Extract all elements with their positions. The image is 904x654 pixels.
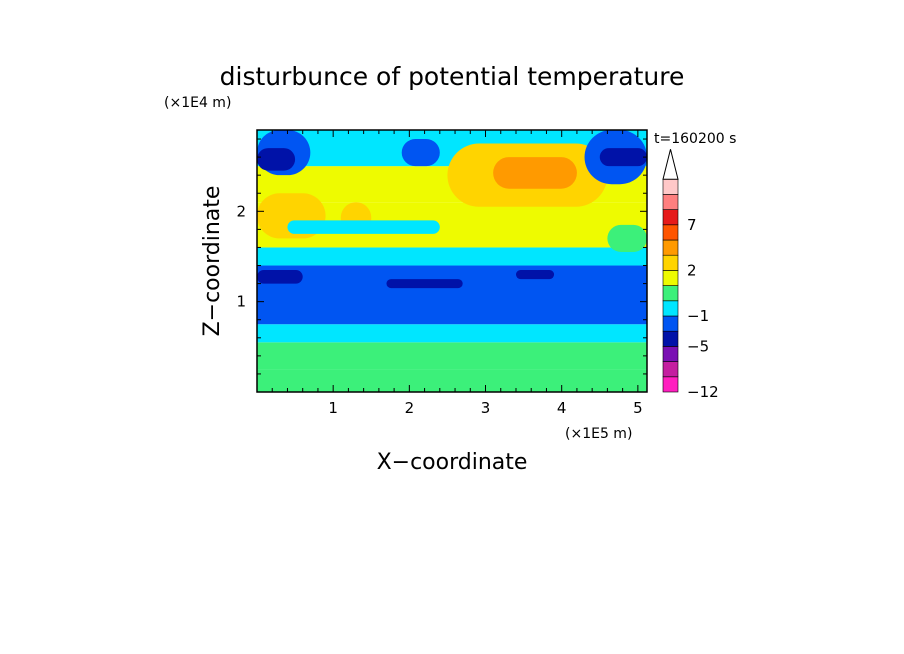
- colorbar-extend-arrow: [662, 149, 679, 180]
- y-tick-label: 1: [236, 293, 246, 311]
- plot-frame: [256, 129, 648, 393]
- y-scale-label: (×1E4 m): [164, 95, 231, 111]
- colorbar-label: −12: [687, 383, 719, 401]
- colorbar-label: 7: [687, 216, 697, 234]
- x-axis: 1 2 3 4 5: [271, 130, 643, 417]
- x-tick-label: 5: [633, 399, 643, 417]
- y-tick-label: 2: [236, 202, 246, 220]
- colorbar-swatch: [662, 346, 679, 362]
- x-axis-label: X−coordinate: [377, 450, 528, 475]
- contour-region-1: [257, 342, 647, 370]
- colorbar-swatch: [662, 239, 679, 256]
- contour-region-14: [401, 139, 440, 167]
- contour-region-21: [607, 224, 647, 252]
- x-scale-label: (×1E5 m): [565, 426, 632, 442]
- chart-title: disturbunce of potential temperature: [220, 62, 685, 91]
- contour-region-2: [257, 324, 647, 343]
- colorbar-label: −5: [687, 337, 709, 355]
- colorbar-swatch: [662, 254, 679, 271]
- contour-region-19: [386, 279, 463, 289]
- x-tick-label: 1: [328, 399, 338, 417]
- x-tick-label: 2: [405, 399, 415, 417]
- colorbar-swatch: [662, 178, 679, 195]
- contour-region-4: [257, 247, 647, 266]
- contour-region-17: [257, 270, 303, 284]
- x-tick-label: 3: [481, 399, 491, 417]
- colorbar-swatch: [662, 376, 679, 393]
- colorbar: −12−5−127: [662, 149, 719, 401]
- x-tick-label: 4: [557, 399, 567, 417]
- y-axis-label: Z−coordinate: [200, 186, 225, 337]
- contour-region-18: [515, 270, 555, 280]
- contour-region-3: [257, 265, 647, 325]
- colorbar-swatch: [662, 300, 679, 317]
- colorbar-swatch: [662, 270, 679, 286]
- colorbar-swatch: [662, 209, 679, 226]
- contour-region-9: [493, 157, 577, 189]
- colorbar-swatch: [662, 330, 679, 347]
- colorbar-swatch: [662, 361, 679, 378]
- contour-region-20: [287, 220, 440, 234]
- contour-region-0: [257, 369, 647, 392]
- colorbar-swatch: [662, 285, 679, 302]
- colorbar-swatch: [662, 315, 679, 332]
- time-label: t=160200 s: [654, 131, 736, 147]
- colorbar-label: −1: [687, 307, 709, 325]
- y-axis: 12: [236, 138, 647, 375]
- colorbar-label: 2: [687, 261, 697, 279]
- colorbar-swatch: [662, 224, 679, 241]
- contour-fill: [257, 130, 647, 392]
- contour-region-16: [599, 148, 647, 167]
- colorbar-swatch: [662, 194, 679, 210]
- contour-region-13: [257, 148, 296, 171]
